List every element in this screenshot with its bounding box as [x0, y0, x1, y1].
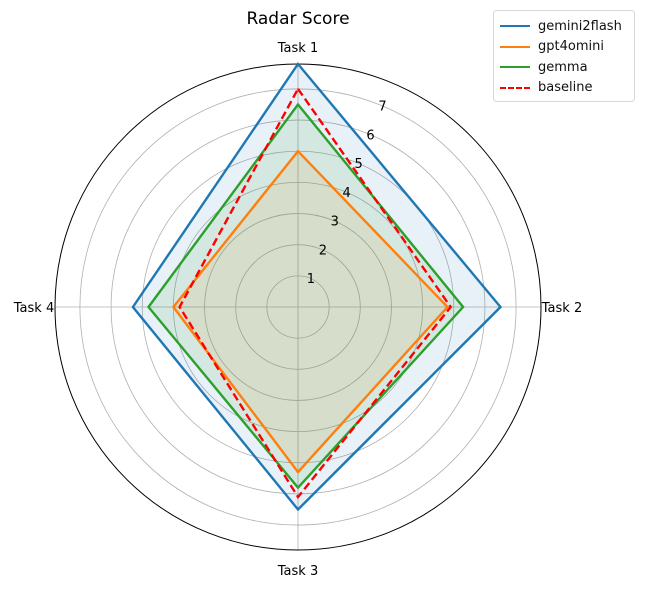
legend-item-gemini2flash: gemini2flash — [500, 16, 628, 37]
legend: gemini2flash gpt4omini gemma baseline — [493, 10, 635, 102]
r-tick-label: 5 — [354, 157, 362, 172]
legend-swatch — [500, 66, 530, 69]
r-tick-label: 3 — [331, 215, 339, 230]
legend-swatch — [500, 45, 530, 48]
r-tick-label: 7 — [378, 100, 386, 115]
data-point-gpt4omini — [172, 306, 174, 308]
legend-label: gemini2flash — [538, 18, 622, 34]
legend-item-gemma: gemma — [500, 57, 628, 78]
series-lines — [131, 62, 503, 512]
data-point-gpt4omini — [297, 471, 299, 473]
category-label: Task 4 — [13, 301, 54, 316]
data-point-gemini2flash — [132, 306, 134, 308]
legend-swatch — [500, 86, 530, 89]
data-point-gemma — [147, 306, 150, 308]
r-tick-label: 1 — [307, 272, 315, 287]
legend-label: gemma — [538, 59, 588, 75]
chart-title: Radar Score — [246, 9, 349, 29]
r-tick-label: 4 — [343, 186, 351, 201]
series-area-gpt4omini — [173, 151, 448, 473]
data-point-gemini2flash — [499, 306, 502, 308]
legend-swatch — [500, 25, 530, 28]
data-point-gpt4omini — [446, 306, 449, 308]
data-point-baseline — [450, 306, 452, 308]
r-tick-label: 2 — [319, 243, 327, 258]
category-label: Task 3 — [277, 564, 318, 579]
data-point-baseline — [297, 496, 299, 498]
category-label: Task 1 — [277, 41, 318, 56]
data-point-baseline — [297, 88, 299, 90]
data-point-baseline — [179, 306, 181, 308]
data-point-gemma — [462, 306, 464, 308]
data-point-gpt4omini — [297, 150, 299, 152]
data-point-gemini2flash — [297, 63, 299, 65]
data-point-gemma — [297, 487, 299, 489]
legend-item-baseline: baseline — [500, 78, 628, 99]
data-point-gemma — [297, 103, 299, 106]
legend-item-gpt4omini: gpt4omini — [500, 37, 628, 58]
data-point-gemini2flash — [297, 508, 299, 511]
r-tick-label: 6 — [366, 128, 374, 143]
legend-label: gpt4omini — [538, 39, 604, 55]
legend-label: baseline — [538, 80, 593, 96]
category-label: Task 2 — [541, 301, 582, 316]
